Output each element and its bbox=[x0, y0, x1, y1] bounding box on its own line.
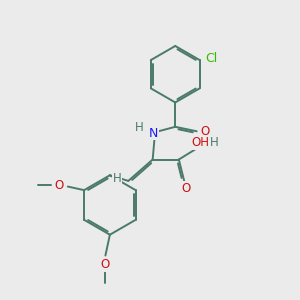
Text: H: H bbox=[135, 121, 144, 134]
Text: O: O bbox=[100, 258, 110, 271]
Text: H: H bbox=[112, 172, 122, 185]
Text: O: O bbox=[200, 125, 210, 138]
Text: Cl: Cl bbox=[205, 52, 217, 65]
Text: OH: OH bbox=[191, 136, 209, 149]
Text: O: O bbox=[54, 179, 64, 192]
Text: O: O bbox=[181, 182, 190, 195]
Text: H: H bbox=[210, 136, 219, 149]
Text: N: N bbox=[149, 127, 158, 140]
